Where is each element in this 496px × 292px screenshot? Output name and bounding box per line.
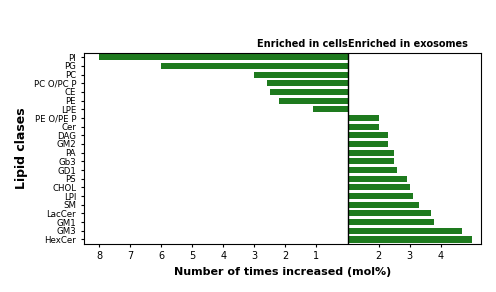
Bar — [348, 167, 397, 173]
Bar — [270, 89, 348, 95]
Bar — [348, 176, 407, 182]
Text: Enriched in exosomes: Enriched in exosomes — [348, 39, 467, 49]
Bar — [348, 158, 394, 164]
Bar — [348, 193, 413, 199]
Text: Enriched in cells: Enriched in cells — [257, 39, 348, 49]
Bar — [279, 98, 348, 104]
Y-axis label: Lipid clases: Lipid clases — [15, 107, 28, 189]
Bar — [254, 72, 348, 78]
X-axis label: Number of times increased (mol%): Number of times increased (mol%) — [174, 267, 391, 277]
Bar — [348, 219, 434, 225]
Bar — [161, 63, 348, 69]
Bar — [348, 124, 378, 130]
Bar — [348, 184, 410, 190]
Bar — [348, 237, 472, 242]
Bar — [348, 228, 462, 234]
Bar — [348, 141, 388, 147]
Bar — [348, 211, 432, 216]
Bar — [348, 115, 378, 121]
Bar — [348, 150, 394, 156]
Bar — [348, 202, 419, 208]
Bar — [348, 132, 388, 138]
Bar — [313, 106, 348, 112]
Bar — [267, 80, 348, 86]
Bar — [99, 54, 348, 60]
